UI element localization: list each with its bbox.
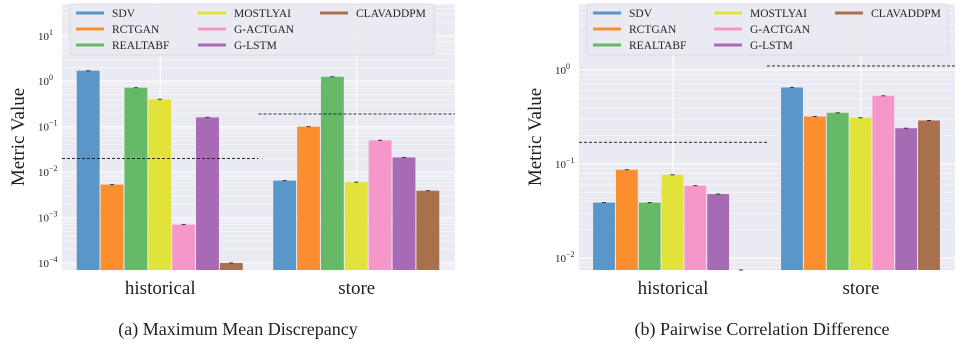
y-tick-label: 10−3 — [38, 210, 58, 225]
legend: SDV RCTGAN REALTABF MOSTLYAI G-ACTGAN G-LSTM C… — [586, 3, 949, 56]
bar-g-lstm-historical — [196, 117, 219, 271]
y-tick-base: 10 — [38, 258, 50, 270]
legend-label-rctgan: RCTGAN — [112, 24, 160, 36]
bar-realtabf-store — [320, 76, 344, 270]
y-tick-exponent: −1 — [566, 156, 575, 165]
legend-frame — [586, 3, 949, 56]
bar-mostlyai-store — [849, 117, 872, 270]
bar-g-actgan-store — [368, 140, 392, 270]
y-tick-base: 10 — [38, 213, 50, 225]
bar-g-lstm-historical — [707, 194, 730, 270]
legend-label-realtabf: REALTABF — [629, 40, 686, 52]
bar-g-actgan-historical — [172, 224, 196, 270]
bar-realtabf-historical — [124, 87, 148, 271]
legend-label-sdv: SDV — [629, 8, 653, 20]
caption: (a) Maximum Mean Discrepancy — [118, 319, 357, 340]
bar-g-actgan-store — [872, 95, 895, 270]
legend-label-clavaddpm: CLAVADDPM — [356, 8, 426, 20]
bar-g-lstm-store — [895, 128, 918, 270]
y-tick-exponent: 0 — [566, 62, 570, 71]
legend-label-realtabf: REALTABF — [112, 40, 169, 52]
y-tick-label: 10−1 — [38, 119, 58, 134]
bar-rctgan-historical — [615, 169, 638, 270]
y-axis-label: Metric Value — [8, 88, 29, 186]
y-tick-exponent: −3 — [49, 210, 58, 219]
bar-sdv-historical — [76, 70, 100, 270]
x-tick-label-historical: historical — [125, 278, 196, 299]
bar-rctgan-historical — [100, 184, 124, 270]
legend-label-g-actgan: G-ACTGAN — [234, 24, 295, 36]
bar-rctgan-store — [803, 116, 826, 270]
legend-label-sdv: SDV — [112, 8, 136, 20]
x-tick-label-historical: historical — [638, 278, 709, 299]
bars — [593, 86, 940, 271]
bar-sdv-historical — [593, 202, 615, 270]
y-tick-label: 100 — [555, 62, 570, 77]
y-tick-base: 10 — [38, 31, 50, 43]
y-tick-label: 10−1 — [555, 156, 575, 171]
legend-label-mostlyai: MOSTLYAI — [750, 8, 807, 20]
bar-sdv-store — [273, 180, 297, 270]
x-tick-label-store: store — [338, 278, 375, 299]
bar-rctgan-store — [297, 126, 320, 270]
bar-realtabf-store — [826, 112, 849, 270]
y-tick-label: 100 — [38, 73, 53, 88]
bar-g-actgan-historical — [684, 185, 707, 270]
legend-label-clavaddpm: CLAVADDPM — [871, 8, 941, 20]
bar-mostlyai-historical — [148, 99, 172, 270]
bar-g-lstm-store — [392, 157, 416, 270]
legend-label-rctgan: RCTGAN — [629, 24, 677, 36]
y-tick-base: 10 — [38, 122, 50, 134]
legend-label-g-lstm: G-LSTM — [750, 40, 793, 52]
y-tick-base: 10 — [38, 167, 50, 179]
legend-label-mostlyai: MOSTLYAI — [234, 8, 291, 20]
y-axis-label: Metric Value — [525, 88, 546, 186]
legend: SDV RCTGAN REALTABF MOSTLYAI G-ACTGAN G-LSTM C… — [69, 3, 435, 56]
y-tick-label: 101 — [38, 28, 53, 43]
caption: (b) Pairwise Correlation Difference — [634, 319, 889, 340]
legend-label-g-lstm: G-LSTM — [234, 40, 277, 52]
y-tick-label: 10−2 — [555, 250, 575, 265]
y-tick-base: 10 — [38, 76, 50, 88]
bar-clavaddpm-historical — [219, 262, 243, 270]
legend-label-g-actgan: G-ACTGAN — [750, 24, 811, 36]
bar-sdv-store — [781, 87, 803, 271]
y-tick-exponent: 1 — [49, 28, 53, 37]
y-tick-exponent: −1 — [49, 119, 58, 128]
y-tick-exponent: −4 — [49, 255, 58, 264]
y-tick-base: 10 — [555, 253, 567, 265]
bar-mostlyai-store — [344, 182, 368, 270]
bar-clavaddpm-store — [918, 120, 940, 270]
y-tick-label: 10−2 — [38, 164, 58, 179]
x-tick-label-store: store — [843, 278, 880, 299]
y-tick-exponent: 0 — [49, 73, 53, 82]
bars — [76, 70, 440, 271]
y-tick-label: 10−4 — [38, 255, 58, 270]
bar-realtabf-historical — [638, 202, 661, 270]
legend-frame — [69, 3, 435, 56]
y-tick-exponent: −2 — [566, 250, 575, 259]
bar-mostlyai-historical — [661, 174, 684, 270]
bar-clavaddpm-store — [416, 190, 440, 270]
y-tick-exponent: −2 — [49, 164, 58, 173]
y-tick-base: 10 — [555, 65, 567, 77]
y-tick-base: 10 — [555, 159, 567, 171]
